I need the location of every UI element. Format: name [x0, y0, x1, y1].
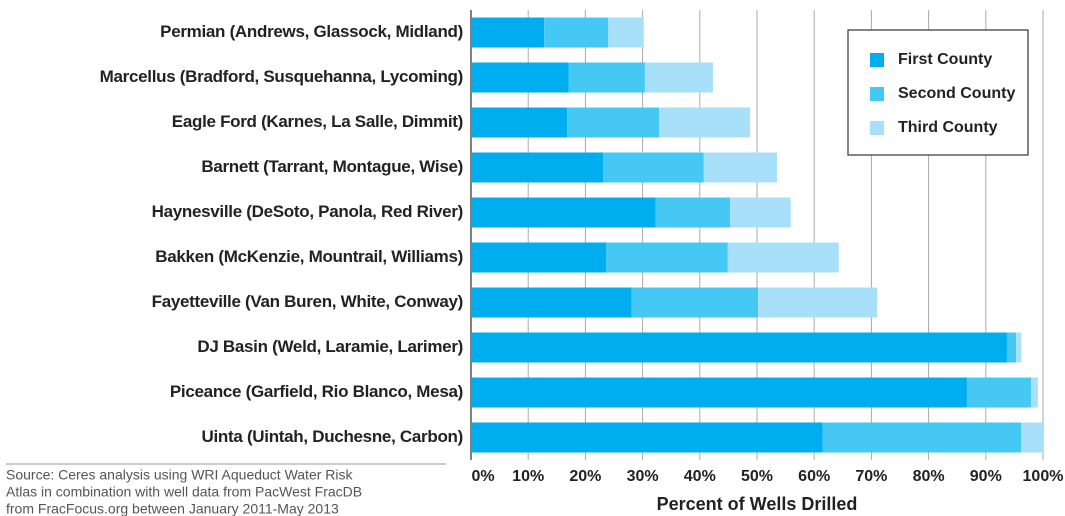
x-tick-label: 0%	[471, 468, 494, 485]
bar-segment	[471, 107, 568, 138]
bar-segment	[471, 377, 967, 408]
x-tick-label: 70%	[855, 468, 887, 485]
bar-segment	[727, 242, 839, 273]
x-tick-label: 20%	[569, 468, 601, 485]
category-label: Fayetteville (Van Buren, White, Conway)	[152, 292, 463, 311]
bar-segment	[1016, 332, 1022, 363]
bar-segment	[608, 17, 644, 48]
bar-segment	[1021, 422, 1043, 453]
bar-segment	[471, 287, 632, 318]
bar-segment	[568, 62, 645, 93]
bar-segment	[567, 107, 660, 138]
legend-label: Third County	[898, 119, 998, 136]
x-tick-label: 80%	[913, 468, 945, 485]
bar-segment	[471, 422, 823, 453]
category-label: Piceance (Garfield, Rio Blanco, Mesa)	[170, 382, 463, 401]
x-tick-label: 40%	[684, 468, 716, 485]
bar-segment	[655, 197, 731, 228]
bar-segment	[471, 17, 545, 48]
category-label: DJ Basin (Weld, Laramie, Larimer)	[197, 337, 463, 356]
x-tick-label: 50%	[741, 468, 773, 485]
bar-segment	[758, 287, 878, 318]
bar-segment	[471, 332, 1007, 363]
bar-segment	[659, 107, 751, 138]
bar-segment	[644, 62, 713, 93]
bar-segment	[544, 17, 609, 48]
category-label: Bakken (McKenzie, Mountrail, Williams)	[155, 247, 463, 266]
x-tick-label: 10%	[512, 468, 544, 485]
bar-segment	[471, 197, 656, 228]
category-label: Barnett (Tarrant, Montague, Wise)	[201, 157, 463, 176]
bar-segment	[822, 422, 1022, 453]
category-label: Marcellus (Bradford, Susquehanna, Lycomi…	[100, 67, 463, 86]
bar-segment	[631, 287, 759, 318]
bar-segment	[471, 62, 569, 93]
source: from FracFocus.org between January 2011-…	[6, 501, 339, 516]
x-tick-label: 100%	[1023, 468, 1064, 485]
source: Atlas in combination with well data from…	[6, 484, 362, 500]
bar-segment	[703, 152, 778, 183]
bar-segment	[730, 197, 791, 228]
category-label: Permian (Andrews, Glassock, Midland)	[160, 22, 463, 41]
source: Source: Ceres analysis using WRI Aqueduc…	[6, 467, 354, 483]
x-axis-label: Percent of Wells Drilled	[657, 494, 858, 514]
legend-swatch	[870, 121, 884, 135]
bar-segment	[603, 152, 704, 183]
legend-label: Second County	[898, 85, 1015, 102]
category-label: Haynesville (DeSoto, Panola, Red River)	[152, 202, 463, 221]
bar-segment	[1006, 332, 1017, 363]
bar-segment	[605, 242, 728, 273]
bar-segment	[471, 152, 604, 183]
x-tick-label: 30%	[627, 468, 659, 485]
category-label: Eagle Ford (Karnes, La Salle, Dimmit)	[172, 112, 463, 131]
legend-swatch	[870, 87, 884, 101]
legend-label: First County	[898, 51, 992, 68]
category-label: Uinta (Uintah, Duchesne, Carbon)	[202, 427, 463, 446]
legend-swatch	[870, 53, 884, 67]
bar-segment	[471, 242, 606, 273]
x-tick-label: 90%	[970, 468, 1002, 485]
bar-segment	[966, 377, 1031, 408]
bar-segment	[1030, 377, 1038, 408]
x-tick-label: 60%	[798, 468, 830, 485]
